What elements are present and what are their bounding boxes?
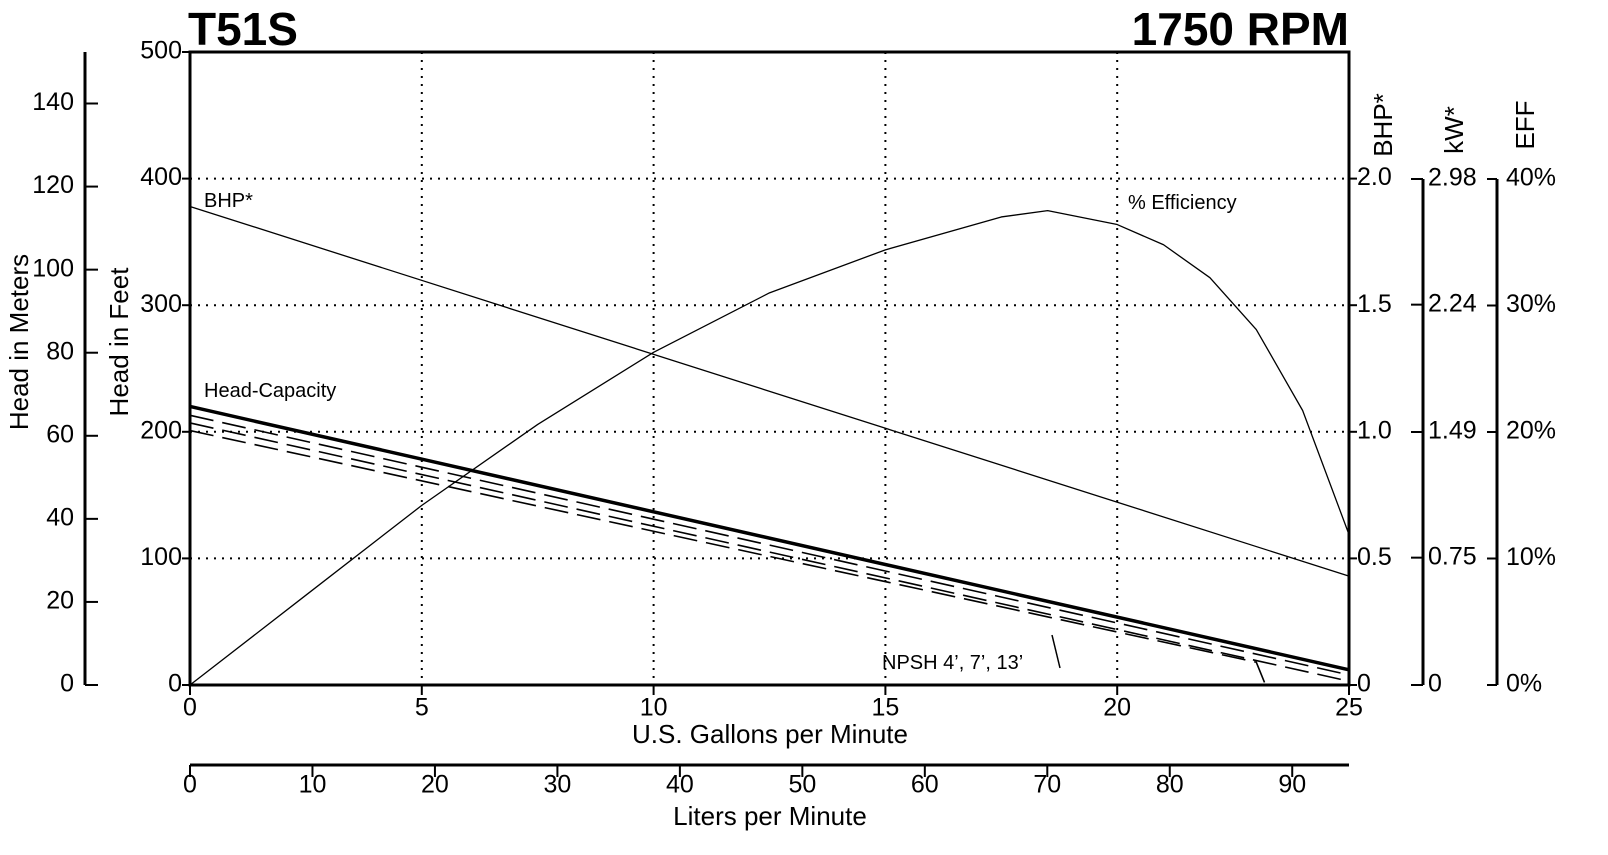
ym-tick-label: 100 xyxy=(32,254,74,282)
x-tick-label: 15 xyxy=(871,694,899,722)
ym-tick-label: 120 xyxy=(32,171,74,199)
x-tick-label: 20 xyxy=(1103,694,1131,722)
y2-tick-label: 0 xyxy=(1357,670,1371,698)
ym-tick-label: 40 xyxy=(46,503,74,531)
y4-tick-label: 20% xyxy=(1506,417,1556,445)
y-tick-label: 200 xyxy=(140,416,182,444)
y3-tick-label: 0 xyxy=(1428,670,1442,698)
x2-tick-label: 0 xyxy=(183,771,197,799)
y-tick-label: 0 xyxy=(168,670,182,698)
x2-tick-label: 90 xyxy=(1278,771,1306,799)
y4-tick-label: 0% xyxy=(1506,670,1542,698)
series-line xyxy=(189,422,1350,682)
x2-axis-label: Liters per Minute xyxy=(673,801,867,831)
chart-subtitle: 1750 RPM xyxy=(1132,3,1349,55)
y2-axis-label: BHP* xyxy=(1368,93,1398,157)
series-line xyxy=(189,205,1350,577)
chart-title: T51S xyxy=(188,3,298,55)
y-tick-label: 500 xyxy=(140,37,182,65)
y-tick-label: 100 xyxy=(140,543,182,571)
ym-tick-label: 20 xyxy=(46,587,74,615)
y2-tick-label: 0.5 xyxy=(1357,543,1392,571)
y-axis-label: Head in Feet xyxy=(104,267,134,417)
y4-tick-label: 10% xyxy=(1506,543,1556,571)
series-line xyxy=(189,414,1350,676)
plot-frame xyxy=(188,50,1351,687)
y4-tick-label: 30% xyxy=(1506,290,1556,318)
y3-tick-label: 2.98 xyxy=(1428,164,1477,192)
annotation: % Efficiency xyxy=(1128,192,1237,214)
series-line xyxy=(189,404,1350,672)
x-tick-label: 10 xyxy=(640,694,668,722)
annotation: Head-Capacity xyxy=(204,380,336,402)
ym-axis-label: Head in Meters xyxy=(4,254,34,430)
x2-tick-label: 70 xyxy=(1033,771,1061,799)
y2-tick-label: 1.0 xyxy=(1357,416,1392,444)
x2-tick-label: 80 xyxy=(1156,771,1184,799)
ym-tick-label: 140 xyxy=(32,88,74,116)
series-line xyxy=(189,429,1267,686)
ym-tick-label: 60 xyxy=(46,420,74,448)
y2-tick-label: 2.0 xyxy=(1357,163,1392,191)
y3-tick-label: 2.24 xyxy=(1428,289,1477,317)
x2-tick-label: 40 xyxy=(666,771,694,799)
annotation: BHP* xyxy=(204,190,253,212)
y4-tick-label: 40% xyxy=(1506,164,1556,192)
y2-tick-label: 1.5 xyxy=(1357,290,1392,318)
y3-axis-label: kW* xyxy=(1439,106,1469,154)
y-tick-label: 300 xyxy=(140,290,182,318)
x2-tick-label: 50 xyxy=(788,771,816,799)
x-tick-label: 0 xyxy=(183,694,197,722)
y3-tick-label: 1.49 xyxy=(1428,417,1477,445)
series-line xyxy=(189,209,1350,686)
x2-tick-label: 30 xyxy=(544,771,572,799)
x2-tick-label: 10 xyxy=(299,771,327,799)
x2-tick-label: 60 xyxy=(911,771,939,799)
ym-tick-label: 0 xyxy=(60,670,74,698)
x-axis-label: U.S. Gallons per Minute xyxy=(632,719,908,749)
x-tick-label: 25 xyxy=(1335,694,1363,722)
x2-tick-label: 20 xyxy=(421,771,449,799)
annotation: NPSH 4’, 7’, 13’ xyxy=(882,652,1023,674)
y3-tick-label: 0.75 xyxy=(1428,542,1477,570)
leader-line xyxy=(1051,634,1061,669)
x-tick-label: 5 xyxy=(415,694,429,722)
ym-tick-label: 80 xyxy=(46,337,74,365)
y4-axis-label: EFF xyxy=(1510,100,1540,149)
y-tick-label: 400 xyxy=(140,163,182,191)
